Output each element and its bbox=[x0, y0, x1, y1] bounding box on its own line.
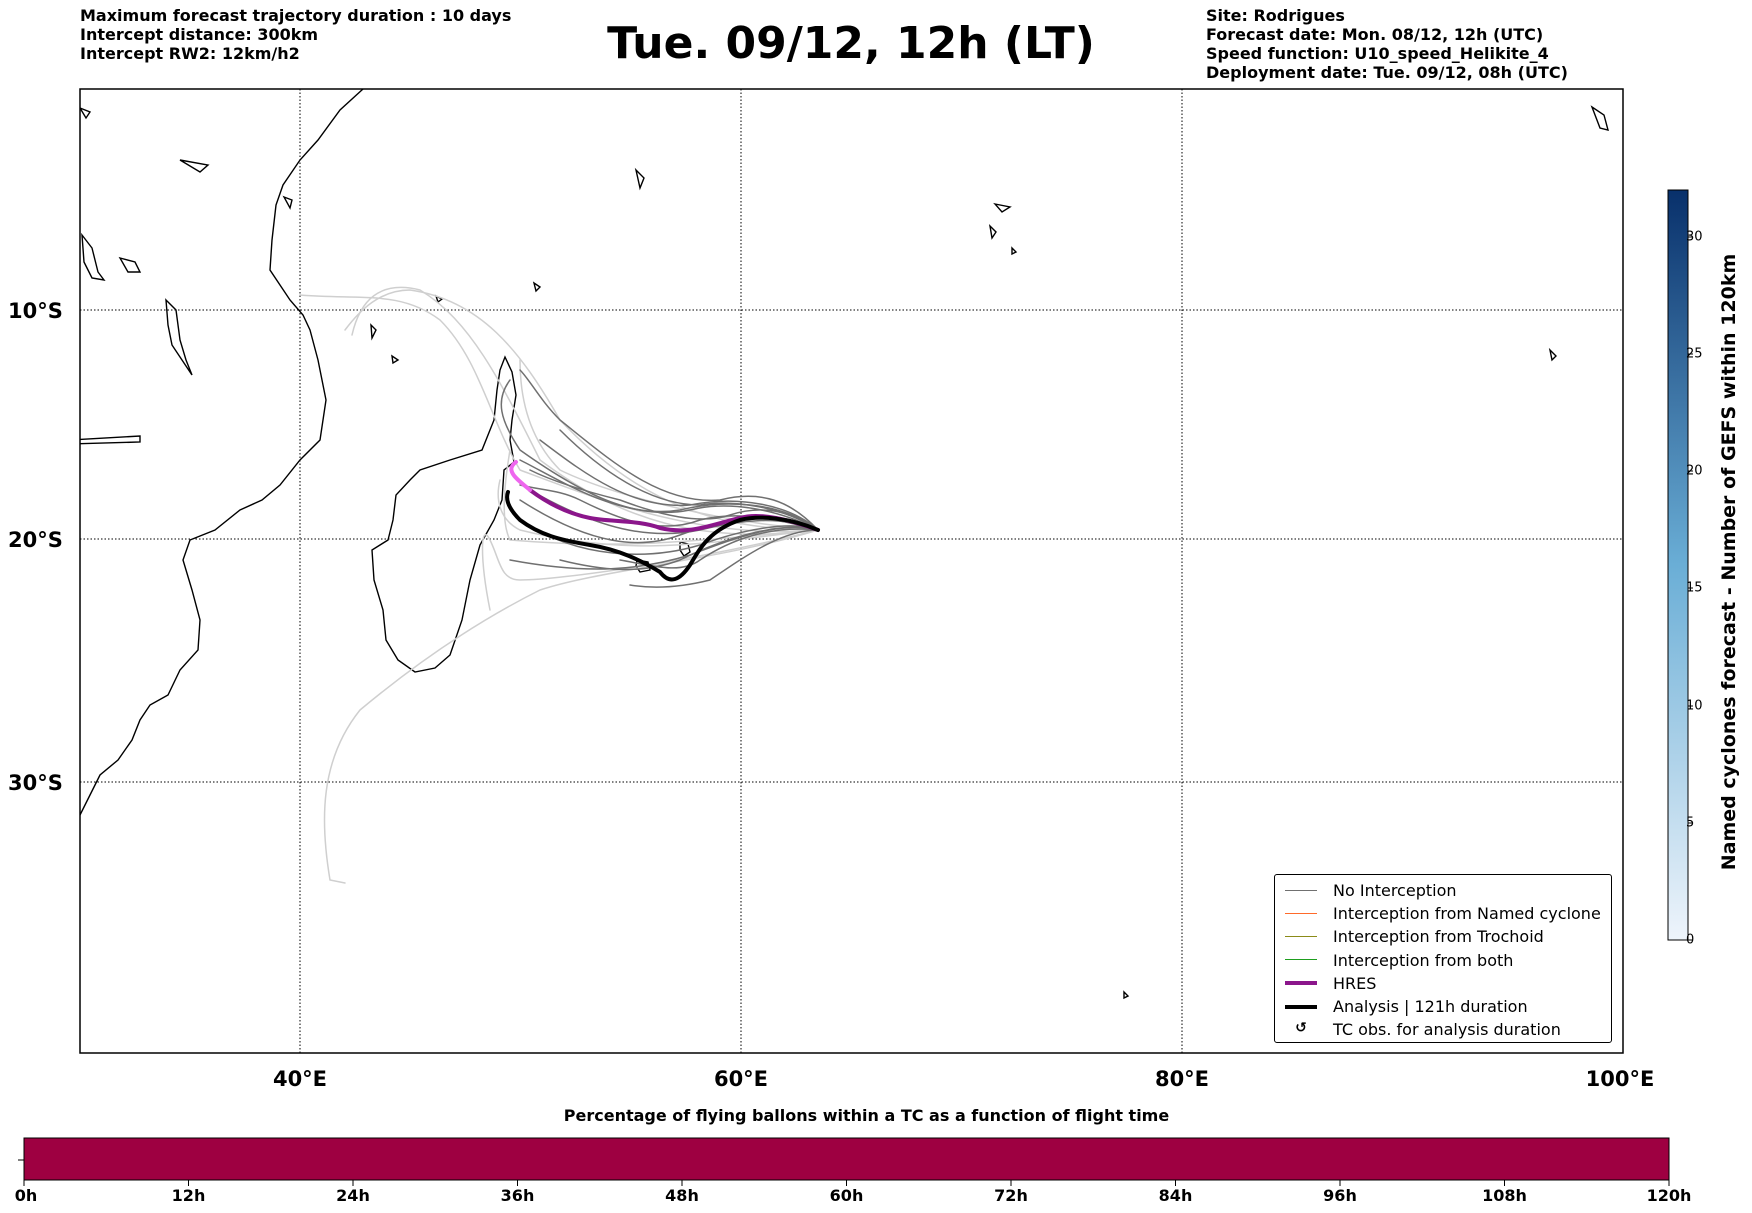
lat-label-20s: 20°S bbox=[8, 528, 63, 552]
legend-item-tc-obs: ↺ TC obs. for analysis duration bbox=[1281, 1018, 1605, 1041]
timebar-tick-label: 60h bbox=[829, 1186, 864, 1205]
info-intercept-rw2: Intercept RW2: 12km/h2 bbox=[80, 44, 300, 63]
lake-shape bbox=[80, 435, 141, 445]
lat-label-30s: 30°S bbox=[8, 771, 63, 795]
island-shape bbox=[370, 323, 377, 341]
page-title: Tue. 09/12, 12h (LT) bbox=[607, 18, 1095, 69]
analysis-track bbox=[505, 490, 820, 582]
info-site: Site: Rodrigues bbox=[1206, 6, 1345, 25]
timebar-tick-label: 24h bbox=[336, 1186, 370, 1205]
lon-label-60e: 60°E bbox=[714, 1067, 768, 1091]
legend-item-analysis: Analysis | 121h duration bbox=[1281, 995, 1605, 1018]
colorbar bbox=[1667, 189, 1689, 941]
timebar-tick-label: 96h bbox=[1323, 1186, 1357, 1205]
colorbar-tick: 0 bbox=[1686, 932, 1695, 948]
info-deployment-date: Deployment date: Tue. 09/12, 08h (UTC) bbox=[1206, 63, 1568, 82]
info-intercept-distance: Intercept distance: 300km bbox=[80, 25, 319, 44]
colorbar-label: Named cyclones forecast - Number of GEFS… bbox=[1718, 253, 1740, 871]
legend-item-no-interception: No Interception bbox=[1281, 879, 1605, 902]
africa-coastline bbox=[80, 89, 364, 816]
island-shape bbox=[634, 167, 645, 191]
timebar bbox=[23, 1137, 1670, 1181]
lon-label-100e: 100°E bbox=[1586, 1067, 1655, 1091]
island-shape bbox=[80, 107, 92, 120]
timebar-tick-label: 84h bbox=[1158, 1186, 1193, 1205]
trajectories bbox=[299, 286, 820, 884]
timebar-ticks-marks bbox=[23, 1180, 1670, 1186]
timebar-tick-label: 48h bbox=[665, 1186, 699, 1205]
forecast-settings: Maximum forecast trajectory duration : 1… bbox=[80, 6, 511, 63]
info-speed-function: Speed function: U10_speed_Helikite_4 bbox=[1206, 44, 1549, 63]
timebar-tick-label: 72h bbox=[994, 1186, 1028, 1205]
legend-item-named-cyclone: Interception from Named cyclone bbox=[1281, 902, 1605, 925]
cyclone-symbol-icon: ↺ bbox=[1295, 1019, 1307, 1036]
island-shape bbox=[1123, 990, 1130, 1000]
reunion-island bbox=[635, 559, 651, 573]
island-shape bbox=[532, 281, 542, 293]
timebar-title: Percentage of flying ballons within a TC… bbox=[563, 1106, 1170, 1125]
gridlines bbox=[80, 89, 1623, 1053]
timebar-tick-label: 36h bbox=[500, 1186, 535, 1205]
colorbar-tick: 25 bbox=[1686, 346, 1703, 362]
island-shape bbox=[391, 354, 400, 365]
island-shape bbox=[1590, 105, 1609, 131]
lake-shape bbox=[118, 256, 142, 273]
site-info: Site: Rodrigues Forecast date: Mon. 08/1… bbox=[1206, 6, 1568, 82]
hres-track-start bbox=[509, 460, 532, 492]
colorbar-tick: 5 bbox=[1686, 815, 1695, 831]
timebar-tick-label: 108h bbox=[1482, 1186, 1527, 1205]
info-duration: Maximum forecast trajectory duration : 1… bbox=[80, 6, 512, 25]
timebar-tick-label: 120h bbox=[1646, 1186, 1692, 1205]
island-shape bbox=[1011, 246, 1018, 256]
island-shape bbox=[993, 202, 1012, 213]
island-shape bbox=[988, 223, 997, 240]
island-shape bbox=[179, 159, 210, 173]
map-border bbox=[79, 88, 1624, 1054]
colorbar-ticks-marks bbox=[1688, 236, 1693, 941]
lake-shape bbox=[81, 232, 106, 281]
colorbar-tick: 20 bbox=[1686, 463, 1703, 479]
lake-shape bbox=[165, 298, 193, 376]
mauritius-island bbox=[679, 541, 691, 557]
timebar-tick-label: 0h bbox=[14, 1186, 38, 1205]
island-shape bbox=[282, 195, 293, 210]
legend: No Interception Interception from Named … bbox=[1274, 874, 1612, 1043]
info-forecast-date: Forecast date: Mon. 08/12, 12h (UTC) bbox=[1206, 25, 1544, 44]
lon-label-80e: 80°E bbox=[1155, 1067, 1209, 1091]
colorbar-tick: 30 bbox=[1686, 229, 1703, 245]
lon-label-40e: 40°E bbox=[273, 1067, 327, 1091]
legend-item-both: Interception from both bbox=[1281, 949, 1605, 972]
lat-label-10s: 10°S bbox=[8, 299, 63, 323]
legend-item-trochoid: Interception from Trochoid bbox=[1281, 925, 1605, 948]
timebar-tick-label: 12h bbox=[171, 1186, 206, 1205]
colorbar-tick: 10 bbox=[1686, 698, 1703, 714]
legend-item-hres: HRES bbox=[1281, 972, 1605, 995]
island-shape bbox=[1548, 347, 1557, 362]
colorbar-tick: 15 bbox=[1686, 580, 1703, 596]
